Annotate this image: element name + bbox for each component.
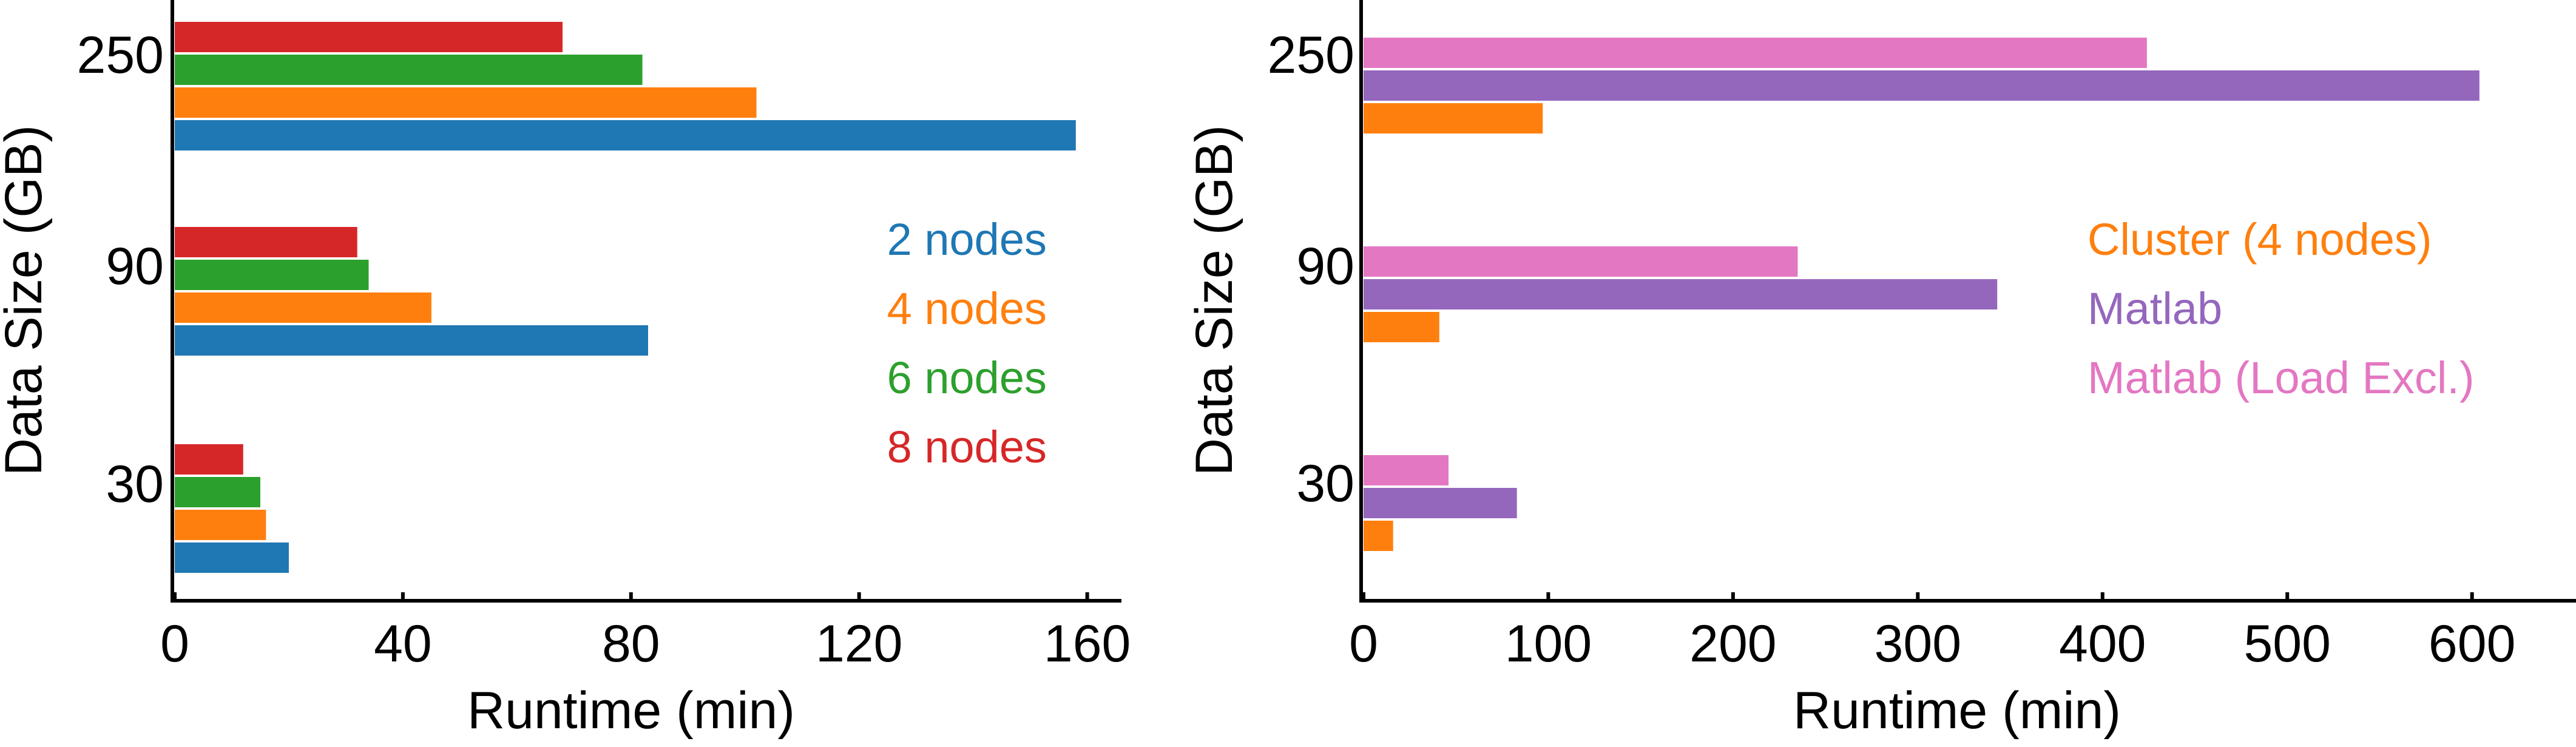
panel2-legend-entry-3: Matlab (Load Excl.) bbox=[2088, 353, 2475, 403]
panel2-x-tick-label: 0 bbox=[1349, 615, 1378, 673]
panel2-bar-matlab-90 bbox=[1364, 279, 1998, 309]
panel1-bar-8-nodes-30 bbox=[175, 444, 243, 475]
panel2-x-tick-label: 500 bbox=[2243, 615, 2331, 673]
panel1-x-tick-label: 80 bbox=[602, 615, 660, 673]
panel1-y-axis-label: Data Size (GB) bbox=[0, 125, 53, 476]
panel1-x-tick-label: 40 bbox=[374, 615, 432, 673]
panel2-bar-cluster-4-nodes-90 bbox=[1364, 312, 1439, 342]
panel1-bar-8-nodes-250 bbox=[175, 22, 563, 52]
panel1-bar-6-nodes-90 bbox=[175, 260, 369, 290]
panel2-legend-entry-1: Cluster (4 nodes) bbox=[2088, 214, 2432, 265]
panel2-bar-matlab-load-excl-30 bbox=[1364, 455, 1449, 485]
panel2-bar-matlab-load-excl-90 bbox=[1364, 246, 1798, 277]
panel2-x-tick-label: 600 bbox=[2429, 615, 2516, 673]
panel1-bar-8-nodes-90 bbox=[175, 227, 357, 257]
panel2-bar-matlab-30 bbox=[1364, 488, 1517, 518]
panel1-bar-6-nodes-250 bbox=[175, 55, 643, 85]
panel1-x-tick-label: 160 bbox=[1044, 615, 1131, 673]
panel2-x-axis-label: Runtime (min) bbox=[1793, 681, 2121, 740]
panel1-bar-4-nodes-250 bbox=[175, 87, 757, 118]
panel1-legend-entry-2: 4 nodes bbox=[887, 283, 1047, 334]
panel1-x-tick-label: 0 bbox=[160, 615, 189, 673]
panel1-bar-6-nodes-30 bbox=[175, 477, 260, 507]
panel1-bar-4-nodes-90 bbox=[175, 292, 431, 323]
panel2-bar-matlab-250 bbox=[1364, 70, 2480, 101]
panel1-legend-entry-4: 8 nodes bbox=[887, 422, 1047, 472]
panel2-bar-matlab-load-excl-250 bbox=[1364, 38, 2147, 68]
panel2-y-tick-label-90: 90 bbox=[1296, 237, 1354, 296]
panel1-bar-2-nodes-30 bbox=[175, 543, 289, 573]
panel2-bar-cluster-4-nodes-250 bbox=[1364, 103, 1543, 134]
panel1-legend-entry-3: 6 nodes bbox=[887, 353, 1047, 403]
panel2-x-tick-label: 300 bbox=[1875, 615, 1962, 673]
panel2-x-tick-label: 100 bbox=[1505, 615, 1592, 673]
panel2-y-tick-label-250: 250 bbox=[1268, 26, 1355, 84]
panel2-x-tick-label: 200 bbox=[1689, 615, 1777, 673]
panel1-y-tick-label-30: 30 bbox=[106, 455, 164, 513]
panel2-x-tick-label: 400 bbox=[2059, 615, 2146, 673]
panel1-y-tick-label-90: 90 bbox=[106, 237, 164, 296]
panel2-y-tick-label-30: 30 bbox=[1296, 455, 1354, 513]
panel1-y-tick-label-250: 250 bbox=[77, 26, 164, 84]
panel1-x-axis-label: Runtime (min) bbox=[467, 681, 795, 740]
panel1-bar-4-nodes-30 bbox=[175, 510, 266, 540]
panel2-bar-cluster-4-nodes-30 bbox=[1364, 521, 1393, 551]
panel2-y-axis-label: Data Size (GB) bbox=[1185, 125, 1243, 476]
panel2-legend-entry-2: Matlab bbox=[2088, 283, 2222, 334]
panel1-x-tick-label: 120 bbox=[816, 615, 903, 673]
panel1-bar-2-nodes-250 bbox=[175, 120, 1076, 150]
panel1-legend-entry-1: 2 nodes bbox=[887, 214, 1047, 265]
panel1-bar-2-nodes-90 bbox=[175, 325, 648, 356]
